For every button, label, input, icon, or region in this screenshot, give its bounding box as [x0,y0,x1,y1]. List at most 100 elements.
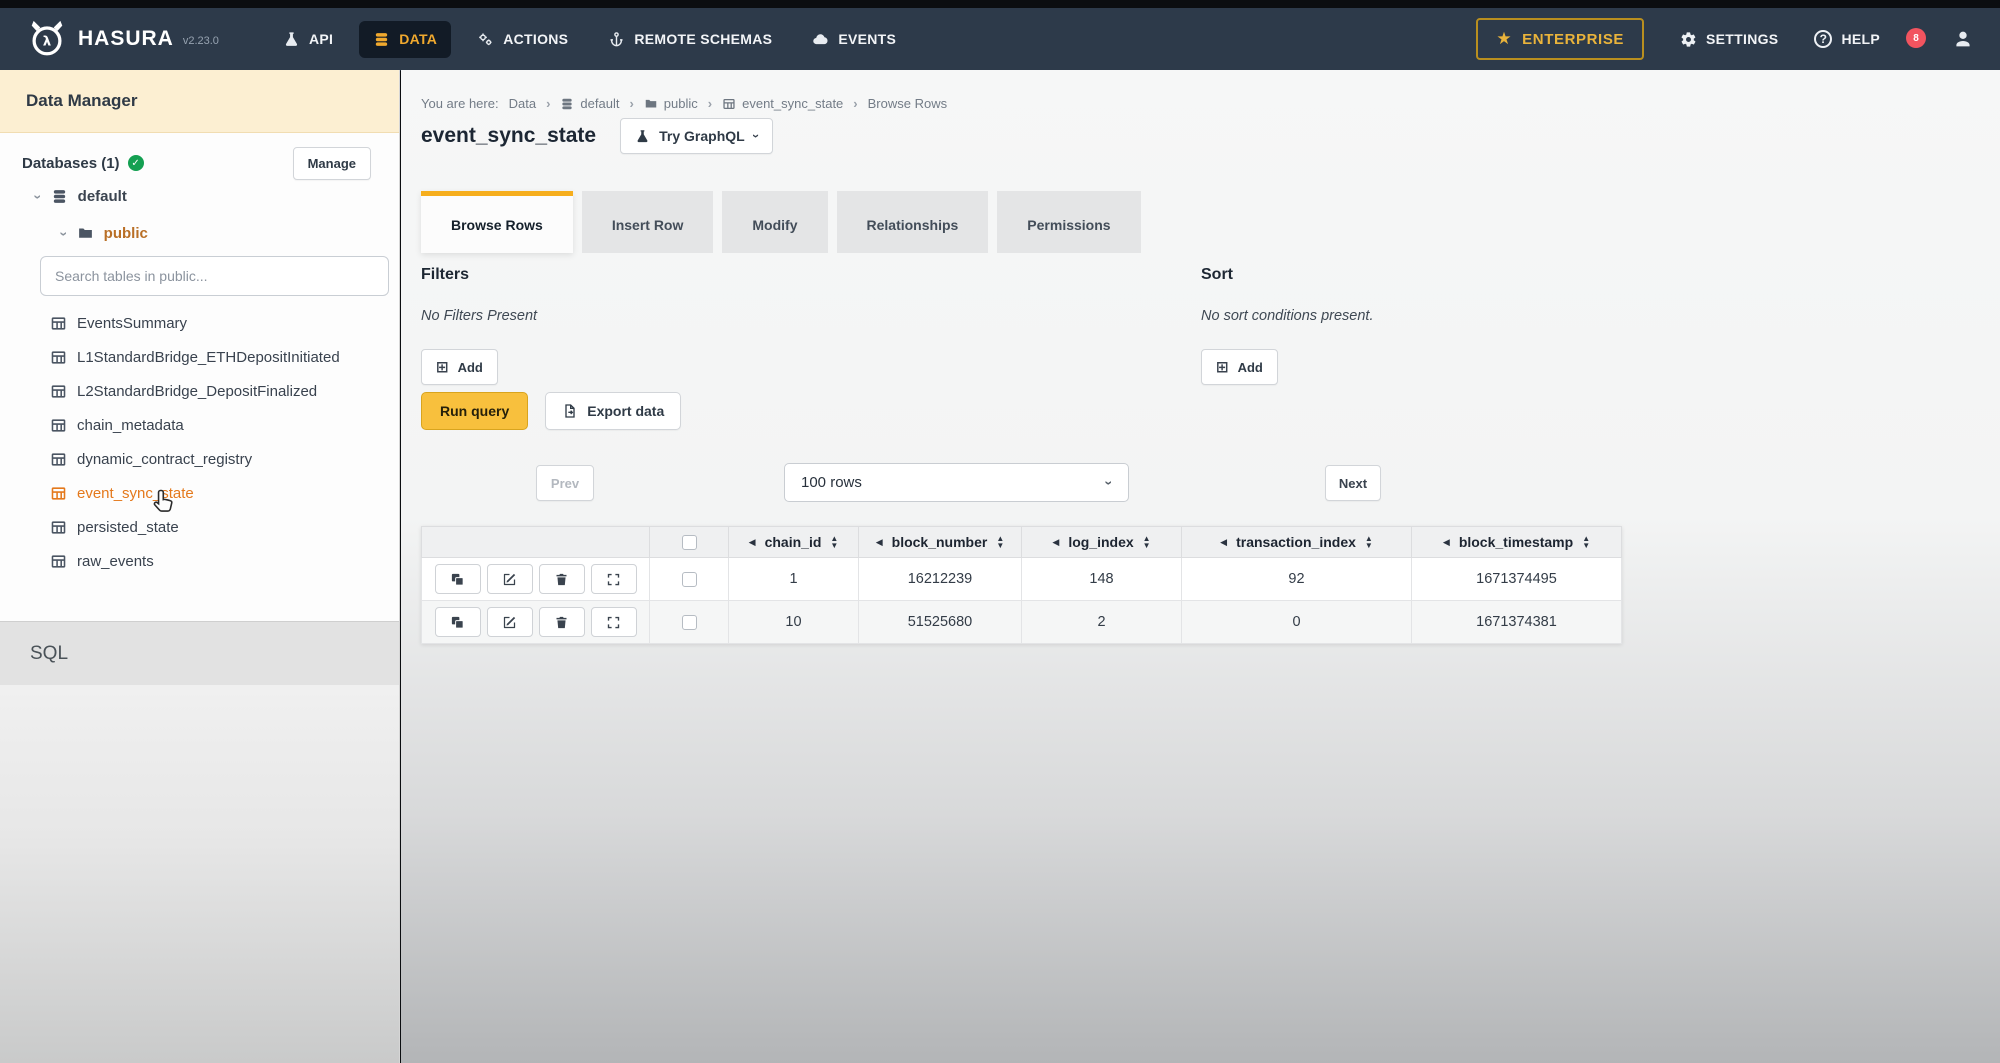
cell-transaction-index: 0 [1181,600,1412,644]
nav-item-actions[interactable]: ACTIONS [463,21,582,58]
collapse-column-icon[interactable] [1052,537,1059,548]
expand-row-button[interactable] [590,564,637,594]
clone-row-button[interactable] [434,564,481,594]
top-nav: λ HASURA v2.23.0 API DATA [0,8,2000,70]
table-list-item[interactable]: chain_metadata [0,408,399,442]
row-checkbox[interactable] [681,614,697,630]
sort-icon [1582,535,1590,549]
hasura-logo: λ [31,20,63,56]
table-list-item[interactable]: L2StandardBridge_DepositFinalized [0,374,399,408]
export-data-button[interactable]: Export data [545,392,682,430]
sidebar-sql-section[interactable]: SQL [0,621,399,685]
breadcrumb-browse-rows[interactable]: Browse Rows [868,96,947,111]
tab-browse-rows[interactable]: Browse Rows [421,191,573,253]
tree-node-default-database[interactable]: default [36,188,127,205]
breadcrumb: You are here: Data default public event_… [421,96,947,111]
prev-page-button[interactable]: Prev [536,465,594,501]
clone-row-button[interactable] [434,607,481,637]
collapse-column-icon[interactable] [749,537,756,548]
breadcrumb-label: event_sync_state [742,96,844,111]
tab-relationships[interactable]: Relationships [836,191,989,253]
tab-modify[interactable]: Modify [722,191,828,253]
tab-label: Browse Rows [451,216,543,233]
edit-icon [502,615,517,630]
breadcrumb-separator [546,96,550,111]
user-icon[interactable] [1952,28,1974,50]
tab-permissions[interactable]: Permissions [997,191,1141,253]
column-label: transaction_index [1236,534,1356,550]
nav-item-label: API [308,31,334,47]
breadcrumb-data[interactable]: Data [509,96,536,111]
run-query-button[interactable]: Run query [421,392,529,430]
try-graphql-button[interactable]: Try GraphQL [620,118,774,154]
run-query-label: Run query [440,403,510,419]
help-button[interactable]: HELP [1814,30,1880,48]
chevron-down-icon[interactable] [30,194,46,199]
nav-item-api[interactable]: API [269,21,347,58]
tree-node-public-schema[interactable]: public [62,225,148,242]
breadcrumb-default[interactable]: default [560,96,619,111]
nav-right: ENTERPRISE SETTINGS HELP 8 [1476,18,1974,60]
nav-menu: API DATA ACTIONS [269,20,910,58]
nav-item-data[interactable]: DATA [359,20,452,58]
sidebar-title: Data Manager [26,91,138,110]
expand-icon [606,572,621,587]
collapse-column-icon[interactable] [876,537,883,548]
table-list-item-active[interactable]: event_sync_state [0,476,399,510]
cell-block-number: 16212239 [858,557,1022,601]
row-select-cell [649,557,729,601]
delete-row-button[interactable] [538,564,585,594]
column-label: block_number [891,534,988,550]
expand-row-button[interactable] [590,607,637,637]
main-content: You are here: Data default public event_… [401,70,2000,1063]
nav-item-label: ACTIONS [503,31,569,47]
add-sort-button[interactable]: Add [1201,349,1278,385]
rows-per-page-select[interactable]: 100 rows [784,463,1129,502]
column-header-block-number[interactable]: block_number [858,526,1022,558]
search-tables-input[interactable] [40,256,389,296]
enterprise-button[interactable]: ENTERPRISE [1476,18,1645,60]
table-list-item[interactable]: L1StandardBridge_ETHDepositInitiated [0,340,399,374]
breadcrumb-table[interactable]: event_sync_state [722,96,843,111]
table-list-item[interactable]: dynamic_contract_registry [0,442,399,476]
table-list-item[interactable]: EventsSummary [0,306,399,340]
sort-icon [996,535,1004,549]
delete-row-button[interactable] [538,607,585,637]
nav-item-remote-schemas[interactable]: REMOTE SCHEMAS [594,21,786,58]
column-header-block-timestamp[interactable]: block_timestamp [1411,526,1622,558]
column-header-transaction-index[interactable]: transaction_index [1181,526,1412,558]
table-name: event_sync_state [77,484,194,502]
add-filter-button[interactable]: Add [421,349,498,385]
manage-button[interactable]: Manage [292,146,371,180]
breadcrumb-label: Data [508,96,537,111]
schema-anchor-icon [608,31,625,48]
column-label: block_timestamp [1458,534,1574,550]
prev-label: Prev [550,475,580,491]
edit-row-button[interactable] [486,607,533,637]
collapse-column-icon[interactable] [1443,537,1450,548]
nav-item-events[interactable]: EVENTS [798,21,910,58]
table-icon [50,553,67,570]
column-header-chain-id[interactable]: chain_id [728,526,859,558]
settings-button[interactable]: SETTINGS [1680,31,1778,48]
version-label: v2.23.0 [182,35,219,47]
table-icon [50,417,67,434]
row-checkbox[interactable] [681,571,697,587]
table-list-item[interactable]: persisted_state [0,510,399,544]
trash-icon [554,615,569,630]
column-header-log-index[interactable]: log_index [1021,526,1182,558]
tab-insert-row[interactable]: Insert Row [581,191,714,253]
breadcrumb-public[interactable]: public [644,96,698,111]
next-page-button[interactable]: Next [1325,465,1381,501]
edit-row-button[interactable] [486,564,533,594]
cell-chain-id: 1 [728,557,859,601]
databases-label-group: Databases (1) [22,155,144,172]
sidebar-header: Data Manager [0,70,399,133]
select-all-checkbox[interactable] [681,535,697,551]
collapse-column-icon[interactable] [1220,537,1227,548]
breadcrumb-label: Browse Rows [867,96,948,111]
table-name: EventsSummary [77,314,188,332]
cell-log-index: 2 [1021,600,1182,644]
table-list-item[interactable]: raw_events [0,544,399,578]
chevron-down-icon[interactable] [56,231,72,236]
